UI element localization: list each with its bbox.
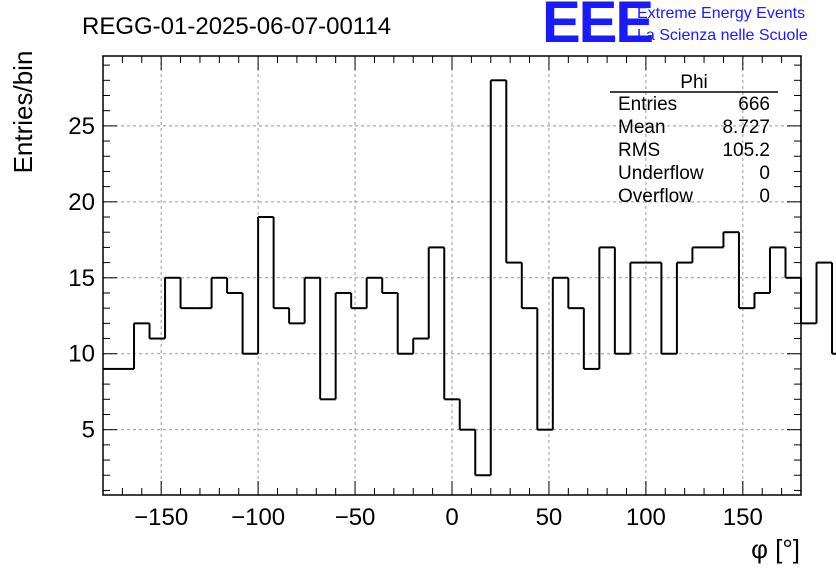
stats-value-mean: 8.727 (722, 117, 770, 138)
x-tick-label-1: −100 (231, 504, 285, 531)
x-tick-label-5: 100 (626, 504, 666, 531)
y-tick-label-1: 10 (68, 341, 95, 368)
histogram-series (103, 79, 836, 477)
y-tick-label-3: 20 (68, 189, 95, 216)
y-axis-title: Entries/bin (8, 51, 38, 174)
logo-line-1: Extreme Energy Events (637, 5, 805, 22)
stats-value-entries: 666 (738, 94, 770, 115)
stats-label-mean: Mean (618, 117, 666, 138)
eee-logo: EEE Extreme Energy Events La Scienza nel… (542, 0, 808, 55)
tick-labels: −150 −100 −50 0 50 100 150 5 10 15 20 25 (68, 113, 763, 531)
x-tick-label-0: −150 (134, 504, 188, 531)
stats-box: Phi Entries 666 Mean 8.727 RMS 105.2 Und… (610, 72, 778, 207)
stats-label-underflow: Underflow (618, 163, 704, 184)
x-tick-label-2: −50 (335, 504, 376, 531)
stats-title: Phi (680, 72, 707, 93)
stats-value-underflow: 0 (759, 163, 770, 184)
stats-label-overflow: Overflow (618, 186, 693, 207)
chart-title: REGG-01-2025-06-07-00114 (82, 13, 391, 40)
stats-value-rms: 105.2 (722, 140, 770, 161)
stats-label-entries: Entries (618, 94, 677, 115)
logo-mark: EEE (542, 0, 652, 55)
axis-ticks (102, 56, 802, 495)
logo-line-2: La Scienza nelle Scuole (637, 27, 808, 44)
x-axis-title: φ [°] (751, 534, 800, 564)
x-tick-label-3: 0 (445, 504, 458, 531)
y-tick-label-0: 5 (82, 417, 95, 444)
grid (103, 56, 801, 495)
x-tick-label-6: 150 (723, 504, 763, 531)
stats-value-overflow: 0 (759, 186, 770, 207)
stats-label-rms: RMS (618, 140, 660, 161)
y-tick-label-4: 25 (68, 113, 95, 140)
y-tick-label-2: 15 (68, 265, 95, 292)
x-tick-label-4: 50 (536, 504, 563, 531)
